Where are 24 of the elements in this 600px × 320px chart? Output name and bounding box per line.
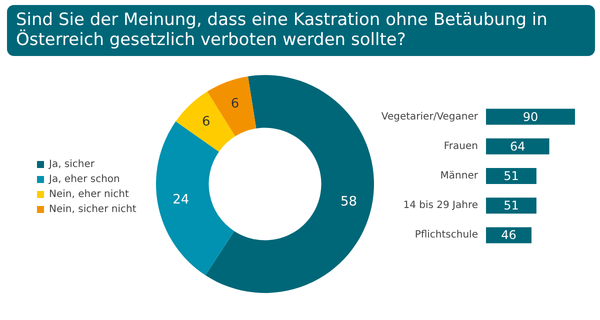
y-tick-label: Frauen bbox=[444, 140, 478, 152]
bar bbox=[486, 168, 536, 184]
legend-label: Ja, eher schon bbox=[48, 174, 120, 185]
bar bbox=[486, 138, 550, 154]
bar bbox=[486, 108, 575, 125]
y-tick-label: Männer bbox=[440, 170, 479, 182]
data-label: 51 bbox=[504, 198, 519, 213]
bar bbox=[486, 227, 532, 244]
legend-label: Ja, sicher bbox=[48, 159, 96, 170]
y-tick-label: 14 bis 29 Jahre bbox=[403, 200, 478, 212]
legend-label: Nein, sicher nicht bbox=[49, 204, 136, 215]
data-label: 24 bbox=[172, 192, 190, 208]
y-tick-label: Pflichtschule bbox=[414, 230, 478, 241]
bar bbox=[486, 198, 536, 214]
y-tick-label: Vegetarier/Veganer bbox=[381, 111, 479, 122]
data-label: 46 bbox=[501, 228, 516, 242]
data-label: 6 bbox=[202, 114, 210, 130]
data-label: 64 bbox=[510, 139, 526, 154]
data-label: 90 bbox=[522, 110, 538, 124]
data-label: 51 bbox=[504, 169, 519, 183]
chart-title: Sind Sie der Meinung, dass eine Kastration ohne Betäubung in Österreich gesetzlich verboten werden sollte? bbox=[7, 5, 595, 56]
data-label: 58 bbox=[340, 194, 358, 210]
data-label: 6 bbox=[230, 96, 240, 112]
legend-label: Nein, eher nicht bbox=[49, 189, 129, 200]
